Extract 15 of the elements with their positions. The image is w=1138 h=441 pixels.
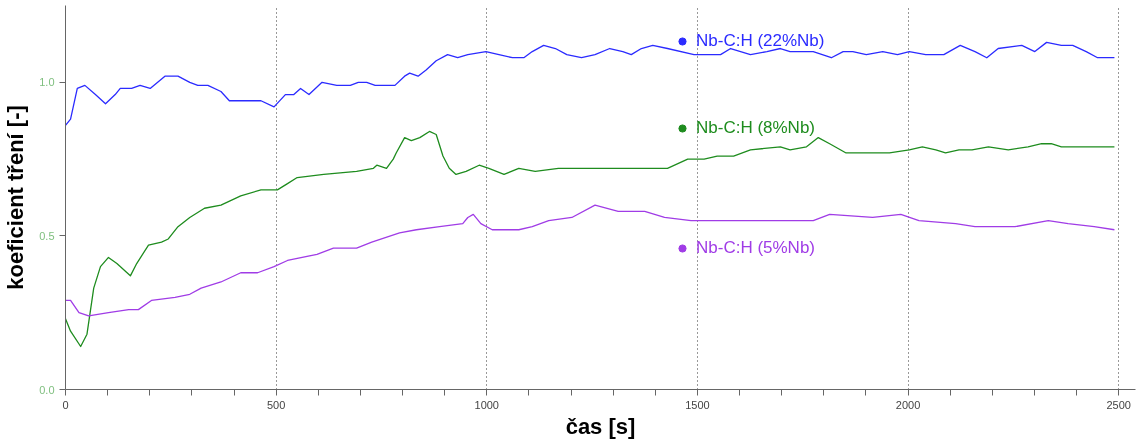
y-tick-label: 0.5 — [39, 229, 55, 242]
legend-label: Nb-C:H (8%Nb) — [696, 117, 816, 138]
x-tick-label: 2000 — [895, 398, 921, 411]
y-tick-label: 0.0 — [39, 383, 55, 396]
y-axis-title: koeficient tření [-] — [3, 105, 29, 290]
x-tick-label: 2500 — [1106, 398, 1131, 411]
x-tick-label: 1500 — [685, 398, 710, 411]
legend-label: Nb-C:H (5%Nb) — [696, 238, 816, 259]
y-tick-label: 1.0 — [39, 76, 55, 89]
x-axis-title: čas [s] — [565, 413, 636, 439]
x-tick-label: 1000 — [474, 398, 500, 411]
legend-label: Nb-C:H (22%Nb) — [696, 31, 825, 52]
x-tick-label: 500 — [266, 398, 286, 411]
x-tick-label: 0 — [62, 398, 69, 411]
line-series — [65, 204, 1116, 317]
